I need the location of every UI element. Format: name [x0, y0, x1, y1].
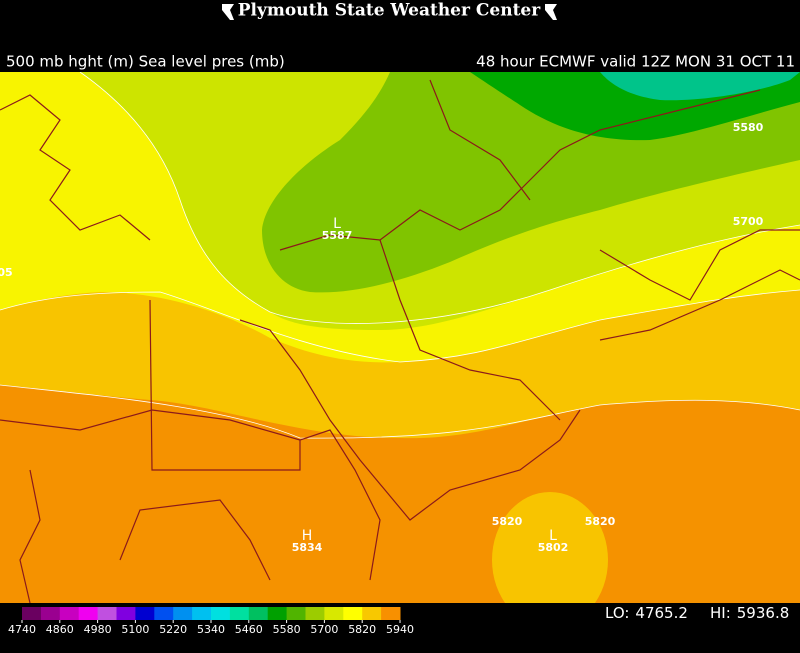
stat-label: HI:	[710, 604, 731, 622]
color-swatch	[324, 607, 344, 620]
contour-label: 5820	[585, 515, 616, 528]
tick-label: 5820	[348, 623, 376, 636]
color-swatch	[40, 607, 61, 620]
center-value: 5587	[322, 229, 353, 242]
logo-left	[222, 4, 234, 20]
color-swatch	[381, 607, 401, 620]
tick-label: 5100	[121, 623, 149, 636]
color-swatch	[59, 607, 80, 620]
center-value: 5802	[538, 541, 569, 554]
center-symbol: H	[302, 528, 313, 544]
stat-value: 4765.2	[635, 604, 688, 622]
low-stat: LO: 4765.2	[605, 604, 688, 622]
color-swatch	[248, 607, 269, 620]
color-swatch	[343, 607, 363, 620]
title: Plymouth State Weather Center	[238, 1, 541, 21]
color-bar: 4740 4860 4980 5100 5220 5340 5460 5580 5700 5820…	[8, 607, 414, 636]
tick-label: 5340	[197, 623, 225, 636]
country-borders	[0, 79, 800, 603]
stat-value: 5936.8	[737, 604, 790, 622]
color-swatch	[305, 607, 325, 620]
stat-label: LO:	[605, 604, 629, 622]
high-stat: HI: 5936.8	[710, 604, 789, 622]
color-swatch	[286, 607, 306, 620]
tick-label: 5580	[273, 623, 301, 636]
contour-label: 5700	[733, 215, 764, 228]
contour-label: 05	[0, 266, 13, 279]
field-description: 500 mb hght (m) Sea level pres (mb)	[6, 53, 285, 71]
color-swatch	[192, 607, 212, 620]
tick-label: 4980	[84, 623, 112, 636]
tick-label: 5460	[235, 623, 263, 636]
center-symbol: L	[549, 528, 557, 544]
color-swatch	[173, 607, 193, 620]
color-swatch	[229, 607, 250, 620]
color-swatch	[362, 607, 382, 620]
color-swatch	[97, 607, 117, 620]
tick-label: 5940	[386, 623, 414, 636]
tick-label: 5220	[159, 623, 187, 636]
color-swatch	[78, 607, 99, 620]
tick-label: 5700	[310, 623, 338, 636]
tick-label: 4860	[46, 623, 74, 636]
color-swatch	[135, 607, 155, 620]
color-swatch	[211, 607, 231, 620]
contour-label: 5820	[492, 515, 523, 528]
center-symbol: L	[333, 216, 341, 232]
color-swatch	[267, 607, 288, 620]
center-value: 5834	[292, 541, 323, 554]
color-swatch	[116, 607, 136, 620]
map	[0, 72, 800, 603]
band-5820-center	[492, 492, 608, 603]
valid-time: 48 hour ECMWF valid 12Z MON 31 OCT 11	[476, 53, 795, 71]
color-swatch	[154, 607, 174, 620]
color-swatch	[22, 607, 42, 620]
isolines	[0, 72, 800, 439]
tick-label: 4740	[8, 623, 36, 636]
band-5520	[600, 72, 800, 101]
logo-right	[545, 4, 557, 20]
contour-label: 5580	[733, 121, 764, 134]
